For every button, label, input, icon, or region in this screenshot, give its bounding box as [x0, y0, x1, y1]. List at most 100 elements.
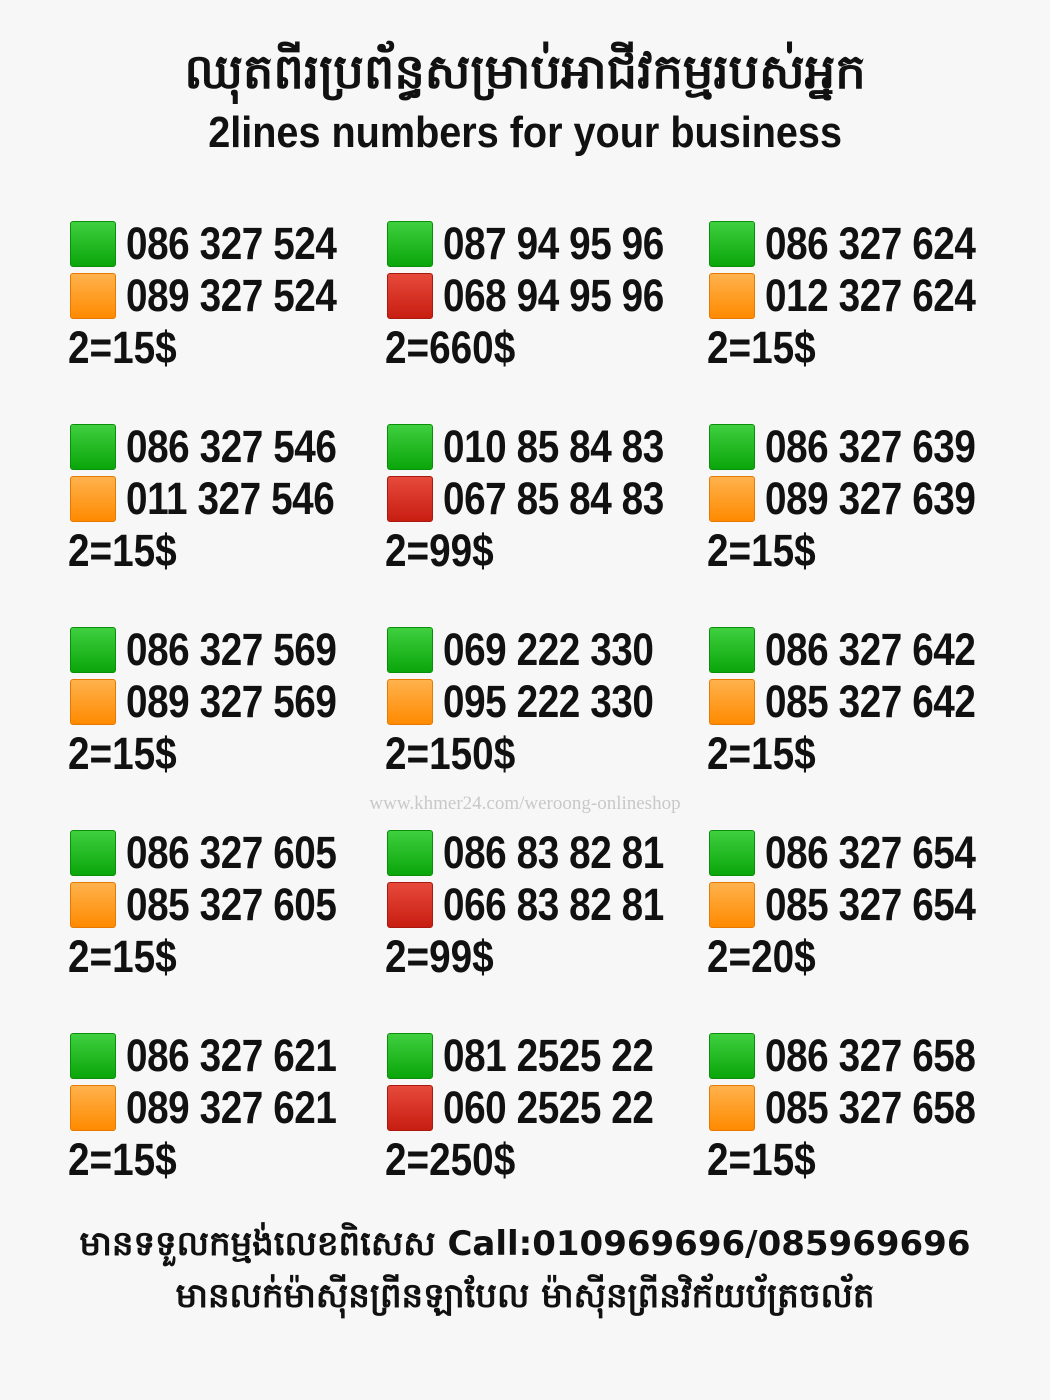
phone-number: 086 327 624 [765, 218, 976, 269]
phone-line: 010 85 84 83 [387, 423, 700, 471]
price: 2=15$ [707, 728, 816, 779]
green-square-icon [387, 627, 433, 673]
number-set: 086 327 621 089 327 621 2=15$ [68, 1032, 400, 1192]
footer-line-1: មានទទួលកម្មង់លេខពិសេស Call:010969696/085… [79, 1224, 971, 1264]
number-set: 086 327 546 011 327 546 2=15$ [68, 423, 400, 583]
phone-line: 086 327 621 [70, 1032, 371, 1080]
phone-line: 012 327 624 [709, 272, 1010, 320]
orange-square-icon [70, 679, 116, 725]
phone-number: 010 85 84 83 [443, 421, 664, 472]
phone-number: 086 327 621 [126, 1030, 337, 1081]
number-set: 086 83 82 81 066 83 82 81 2=99$ [385, 827, 717, 989]
phone-number: 086 327 642 [765, 624, 976, 675]
phone-line: 086 327 654 [709, 829, 1010, 877]
phone-number: 085 327 658 [765, 1082, 976, 1133]
number-set: 086 327 639 089 327 639 2=15$ [707, 423, 1039, 583]
orange-square-icon [70, 1085, 116, 1131]
phone-number: 066 83 82 81 [443, 879, 664, 930]
phone-line: 086 327 605 [70, 829, 371, 877]
number-set: 069 222 330 095 222 330 2=150$ [385, 626, 717, 786]
number-set: 086 327 642 085 327 642 2=15$ [707, 626, 1039, 786]
red-square-icon [387, 1085, 433, 1131]
number-set: 086 327 654 085 327 654 2=20$ [707, 829, 1039, 989]
phone-number: 086 327 639 [765, 421, 976, 472]
phone-number: 069 222 330 [443, 624, 654, 675]
phone-number: 085 327 642 [765, 676, 976, 727]
phone-line: 086 327 524 [70, 220, 371, 268]
phone-number: 086 327 658 [765, 1030, 976, 1081]
phone-line: 085 327 658 [709, 1084, 1010, 1132]
phone-line: 086 327 546 [70, 423, 371, 471]
green-square-icon [387, 830, 433, 876]
green-square-icon [709, 830, 755, 876]
phone-line: 066 83 82 81 [387, 881, 700, 929]
phone-line: 085 327 605 [70, 881, 371, 929]
price: 2=15$ [707, 525, 816, 576]
orange-square-icon [70, 273, 116, 319]
red-square-icon [387, 476, 433, 522]
phone-number: 085 327 654 [765, 879, 976, 930]
price: 2=15$ [68, 931, 177, 982]
phone-line: 089 327 621 [70, 1084, 371, 1132]
phone-number: 086 327 569 [126, 624, 337, 675]
green-square-icon [70, 424, 116, 470]
phone-number: 011 327 546 [126, 473, 335, 524]
phone-number: 068 94 95 96 [443, 270, 664, 321]
price: 2=150$ [385, 728, 516, 779]
orange-square-icon [70, 882, 116, 928]
phone-line: 085 327 654 [709, 881, 1010, 929]
phone-number: 067 85 84 83 [443, 473, 664, 524]
green-square-icon [387, 1033, 433, 1079]
phone-number: 086 327 605 [126, 827, 337, 878]
footer: មានទទួលកម្មង់លេខពិសេស Call:010969696/085… [0, 1222, 1050, 1320]
phone-line: 086 327 642 [709, 626, 1010, 674]
phone-number: 060 2525 22 [443, 1082, 654, 1133]
price: 2=15$ [68, 1134, 177, 1185]
green-square-icon [70, 830, 116, 876]
title-english-wrap: 2lines numbers for your business [173, 107, 877, 157]
phone-line: 086 327 569 [70, 626, 371, 674]
footer-line-2: មានលក់ម៉ាស៊ីនព្រីនឡាបែល ម៉ាស៊ីនព្រីនវិក័… [175, 1275, 875, 1316]
green-square-icon [70, 221, 116, 267]
phone-line: 089 327 639 [709, 475, 1010, 523]
phone-number: 086 83 82 81 [443, 827, 664, 878]
green-square-icon [709, 221, 755, 267]
phone-number: 089 327 639 [765, 473, 976, 524]
price: 2=250$ [385, 1134, 516, 1185]
phone-line: 089 327 524 [70, 272, 371, 320]
orange-square-icon [709, 679, 755, 725]
red-square-icon [387, 273, 433, 319]
green-square-icon [709, 627, 755, 673]
phone-number: 087 94 95 96 [443, 218, 664, 269]
phone-number: 086 327 546 [126, 421, 337, 472]
phone-line: 089 327 569 [70, 678, 371, 726]
price: 2=15$ [68, 322, 177, 373]
phone-line: 068 94 95 96 [387, 272, 700, 320]
phone-line: 011 327 546 [70, 475, 368, 523]
orange-square-icon [709, 273, 755, 319]
number-set: 086 327 569 089 327 569 2=15$ [68, 626, 400, 786]
orange-square-icon [70, 476, 116, 522]
price: 2=15$ [68, 728, 177, 779]
phone-number: 089 327 621 [126, 1082, 337, 1133]
title-english: 2lines numbers for your business [208, 107, 842, 157]
phone-line: 086 327 624 [709, 220, 1010, 268]
number-set: 087 94 95 96 068 94 95 96 2=660$ [385, 220, 717, 380]
phone-line: 095 222 330 [387, 678, 688, 726]
green-square-icon [709, 424, 755, 470]
phone-line: 086 327 639 [709, 423, 1010, 471]
green-square-icon [709, 1033, 755, 1079]
price: 2=99$ [385, 931, 494, 982]
phone-number: 085 327 605 [126, 879, 337, 930]
orange-square-icon [709, 1085, 755, 1131]
watermark: www.khmer24.com/weroong-onlineshop [369, 793, 681, 814]
green-square-icon [70, 627, 116, 673]
phone-line: 069 222 330 [387, 626, 688, 674]
orange-square-icon [709, 476, 755, 522]
price: 2=15$ [707, 1134, 816, 1185]
phone-line: 087 94 95 96 [387, 220, 700, 268]
number-set: 081 2525 22 060 2525 22 2=250$ [385, 1030, 717, 1192]
orange-square-icon [709, 882, 755, 928]
green-square-icon [387, 424, 433, 470]
phone-number: 081 2525 22 [443, 1030, 654, 1081]
